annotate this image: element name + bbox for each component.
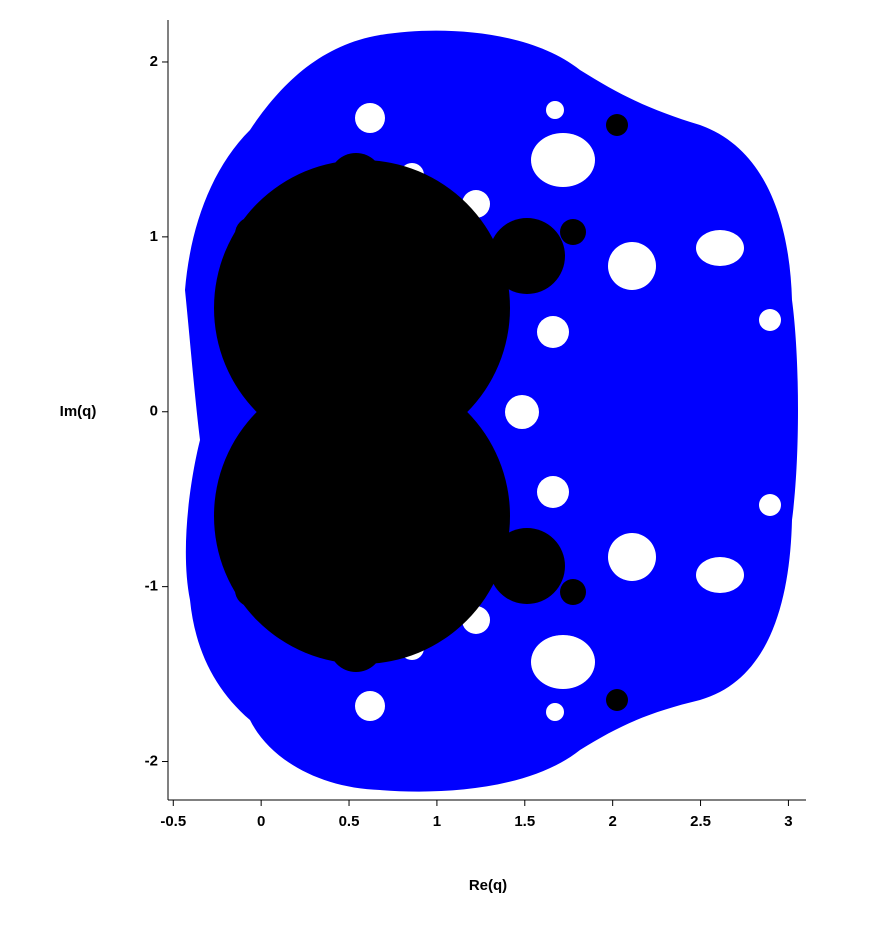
- y-tick-label: 1: [150, 228, 158, 245]
- x-tick-label: 0.5: [339, 813, 360, 830]
- x-tick-label: 3: [784, 813, 792, 830]
- x-tick-label: 2.5: [690, 813, 711, 830]
- y-axis-label: Im(q): [60, 403, 97, 420]
- x-tick-label: 2: [608, 813, 616, 830]
- y-tick-label: -2: [145, 752, 158, 769]
- x-axis-label: Re(q): [469, 877, 507, 894]
- y-tick-label: -1: [145, 578, 158, 595]
- y-tick-label: 0: [150, 403, 158, 420]
- x-tick-label: 0: [257, 813, 265, 830]
- x-tick-label: 1.5: [514, 813, 535, 830]
- x-tick-label: 1: [433, 813, 441, 830]
- x-tick-label: -0.5: [160, 813, 186, 830]
- y-tick-label: 2: [150, 53, 158, 70]
- fractal-image: [185, 30, 798, 792]
